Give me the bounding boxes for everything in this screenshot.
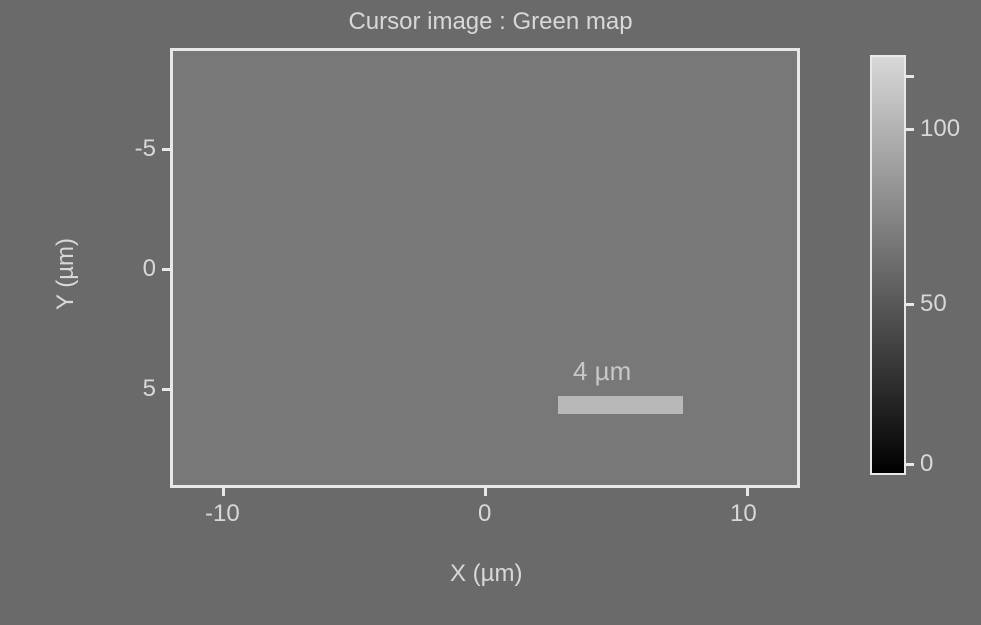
colorbar-gradient (872, 57, 904, 473)
colorbar-tick-mark (906, 303, 914, 306)
colorbar (870, 55, 906, 475)
colorbar-tick-mark (906, 128, 914, 131)
x-tick-label: 0 (478, 500, 491, 528)
y-tick-label: 5 (143, 375, 156, 403)
colorbar-tick-mark (906, 75, 914, 78)
y-tick-mark (162, 148, 170, 151)
y-axis-label: Y (µm) (52, 238, 80, 310)
x-tick-label: -10 (205, 500, 240, 528)
scale-bar (558, 396, 683, 414)
x-axis-label: X (µm) (450, 560, 522, 588)
y-tick-label: -5 (135, 135, 156, 163)
y-tick-mark (162, 268, 170, 271)
x-tick-label: 10 (730, 500, 757, 528)
colorbar-tick-label: 100 (920, 115, 960, 143)
x-tick-mark (484, 488, 487, 496)
y-tick-mark (162, 388, 170, 391)
colorbar-tick-label: 50 (920, 290, 947, 318)
x-tick-mark (222, 488, 225, 496)
scale-bar-label: 4 µm (573, 356, 631, 387)
colorbar-tick-label: 0 (920, 450, 933, 478)
heatmap-image (173, 51, 797, 485)
x-tick-mark (746, 488, 749, 496)
plot-area: 4 µm (170, 48, 800, 488)
chart-title: Cursor image : Green map (348, 8, 632, 36)
colorbar-tick-mark (906, 463, 914, 466)
y-tick-label: 0 (143, 255, 156, 283)
